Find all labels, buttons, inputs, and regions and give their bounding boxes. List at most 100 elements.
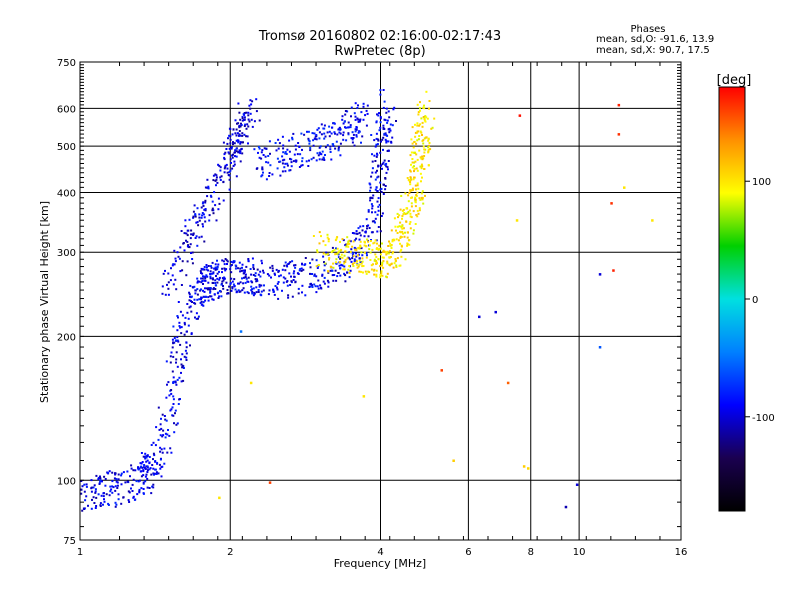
data-point (162, 272, 165, 275)
data-point (139, 462, 142, 465)
data-point (281, 155, 284, 158)
data-point (368, 244, 371, 247)
data-point (408, 179, 411, 182)
data-point (375, 269, 378, 272)
data-point (157, 472, 160, 475)
data-point (189, 305, 192, 308)
data-point (277, 138, 280, 141)
data-point (360, 141, 362, 144)
data-point (167, 429, 169, 431)
data-point (379, 188, 382, 191)
data-point (411, 158, 414, 160)
data-point (164, 269, 166, 272)
data-point (330, 251, 333, 254)
data-point (251, 100, 254, 103)
data-point (174, 257, 177, 260)
data-point (94, 490, 97, 493)
data-point (186, 311, 189, 314)
data-point (396, 232, 399, 234)
data-point (104, 478, 107, 480)
data-point (114, 472, 116, 475)
data-point (255, 167, 258, 170)
data-point (316, 285, 319, 288)
data-point (409, 227, 412, 230)
data-point (226, 142, 229, 145)
data-point (389, 242, 392, 245)
data-point (190, 252, 192, 254)
data-point (196, 293, 199, 296)
data-point (239, 150, 242, 153)
data-point (405, 220, 408, 223)
data-point (377, 209, 380, 212)
data-point (381, 264, 383, 267)
data-point (359, 234, 362, 237)
data-point (340, 253, 343, 256)
data-point (379, 265, 382, 268)
data-point (318, 131, 321, 134)
data-point (506, 381, 510, 385)
data-point (342, 134, 345, 137)
data-point (99, 502, 102, 505)
data-point (314, 285, 317, 288)
data-point (311, 273, 313, 275)
data-point (371, 207, 374, 210)
data-point (332, 279, 335, 282)
data-point (336, 252, 339, 255)
data-point (297, 292, 300, 295)
data-point (237, 282, 239, 285)
data-point (259, 275, 262, 278)
data-point (235, 139, 238, 142)
data-point (355, 134, 358, 137)
data-point (226, 289, 229, 291)
data-point (357, 131, 360, 134)
data-point (319, 152, 322, 155)
data-point (185, 356, 188, 359)
data-point (284, 151, 287, 153)
data-point (342, 268, 345, 271)
data-point (282, 144, 285, 147)
data-point (367, 210, 370, 213)
data-point (317, 127, 320, 130)
data-point (90, 486, 93, 489)
data-point (391, 136, 394, 139)
data-point (334, 239, 337, 242)
data-point (146, 459, 149, 462)
data-point (99, 480, 102, 483)
data-point (108, 494, 111, 497)
data-point (207, 299, 210, 302)
data-point (214, 268, 217, 271)
data-point (336, 247, 339, 250)
data-point (428, 100, 431, 102)
y-tick-label: 500 (57, 142, 76, 153)
data-point (164, 418, 167, 421)
data-point (349, 258, 352, 261)
data-point (365, 124, 368, 127)
data-point (403, 235, 406, 238)
data-point (234, 267, 237, 270)
data-point (342, 131, 345, 134)
data-point (92, 486, 95, 489)
data-point (100, 494, 103, 497)
data-point (175, 423, 178, 426)
data-point (245, 265, 248, 268)
data-point (422, 202, 425, 205)
data-point (268, 274, 271, 277)
data-point (349, 250, 352, 253)
data-point (207, 187, 210, 190)
data-point (172, 376, 175, 379)
data-point (423, 148, 426, 151)
data-point (204, 277, 207, 280)
data-point (400, 248, 403, 251)
data-point (255, 110, 258, 113)
data-point (413, 168, 416, 171)
data-point (225, 163, 228, 166)
data-point (425, 116, 428, 119)
data-point (201, 214, 204, 217)
data-point (416, 169, 419, 172)
data-point (140, 452, 143, 454)
data-point (93, 484, 96, 487)
data-point (200, 272, 202, 274)
data-point (230, 260, 233, 263)
data-point (329, 265, 332, 268)
data-point (344, 113, 347, 116)
